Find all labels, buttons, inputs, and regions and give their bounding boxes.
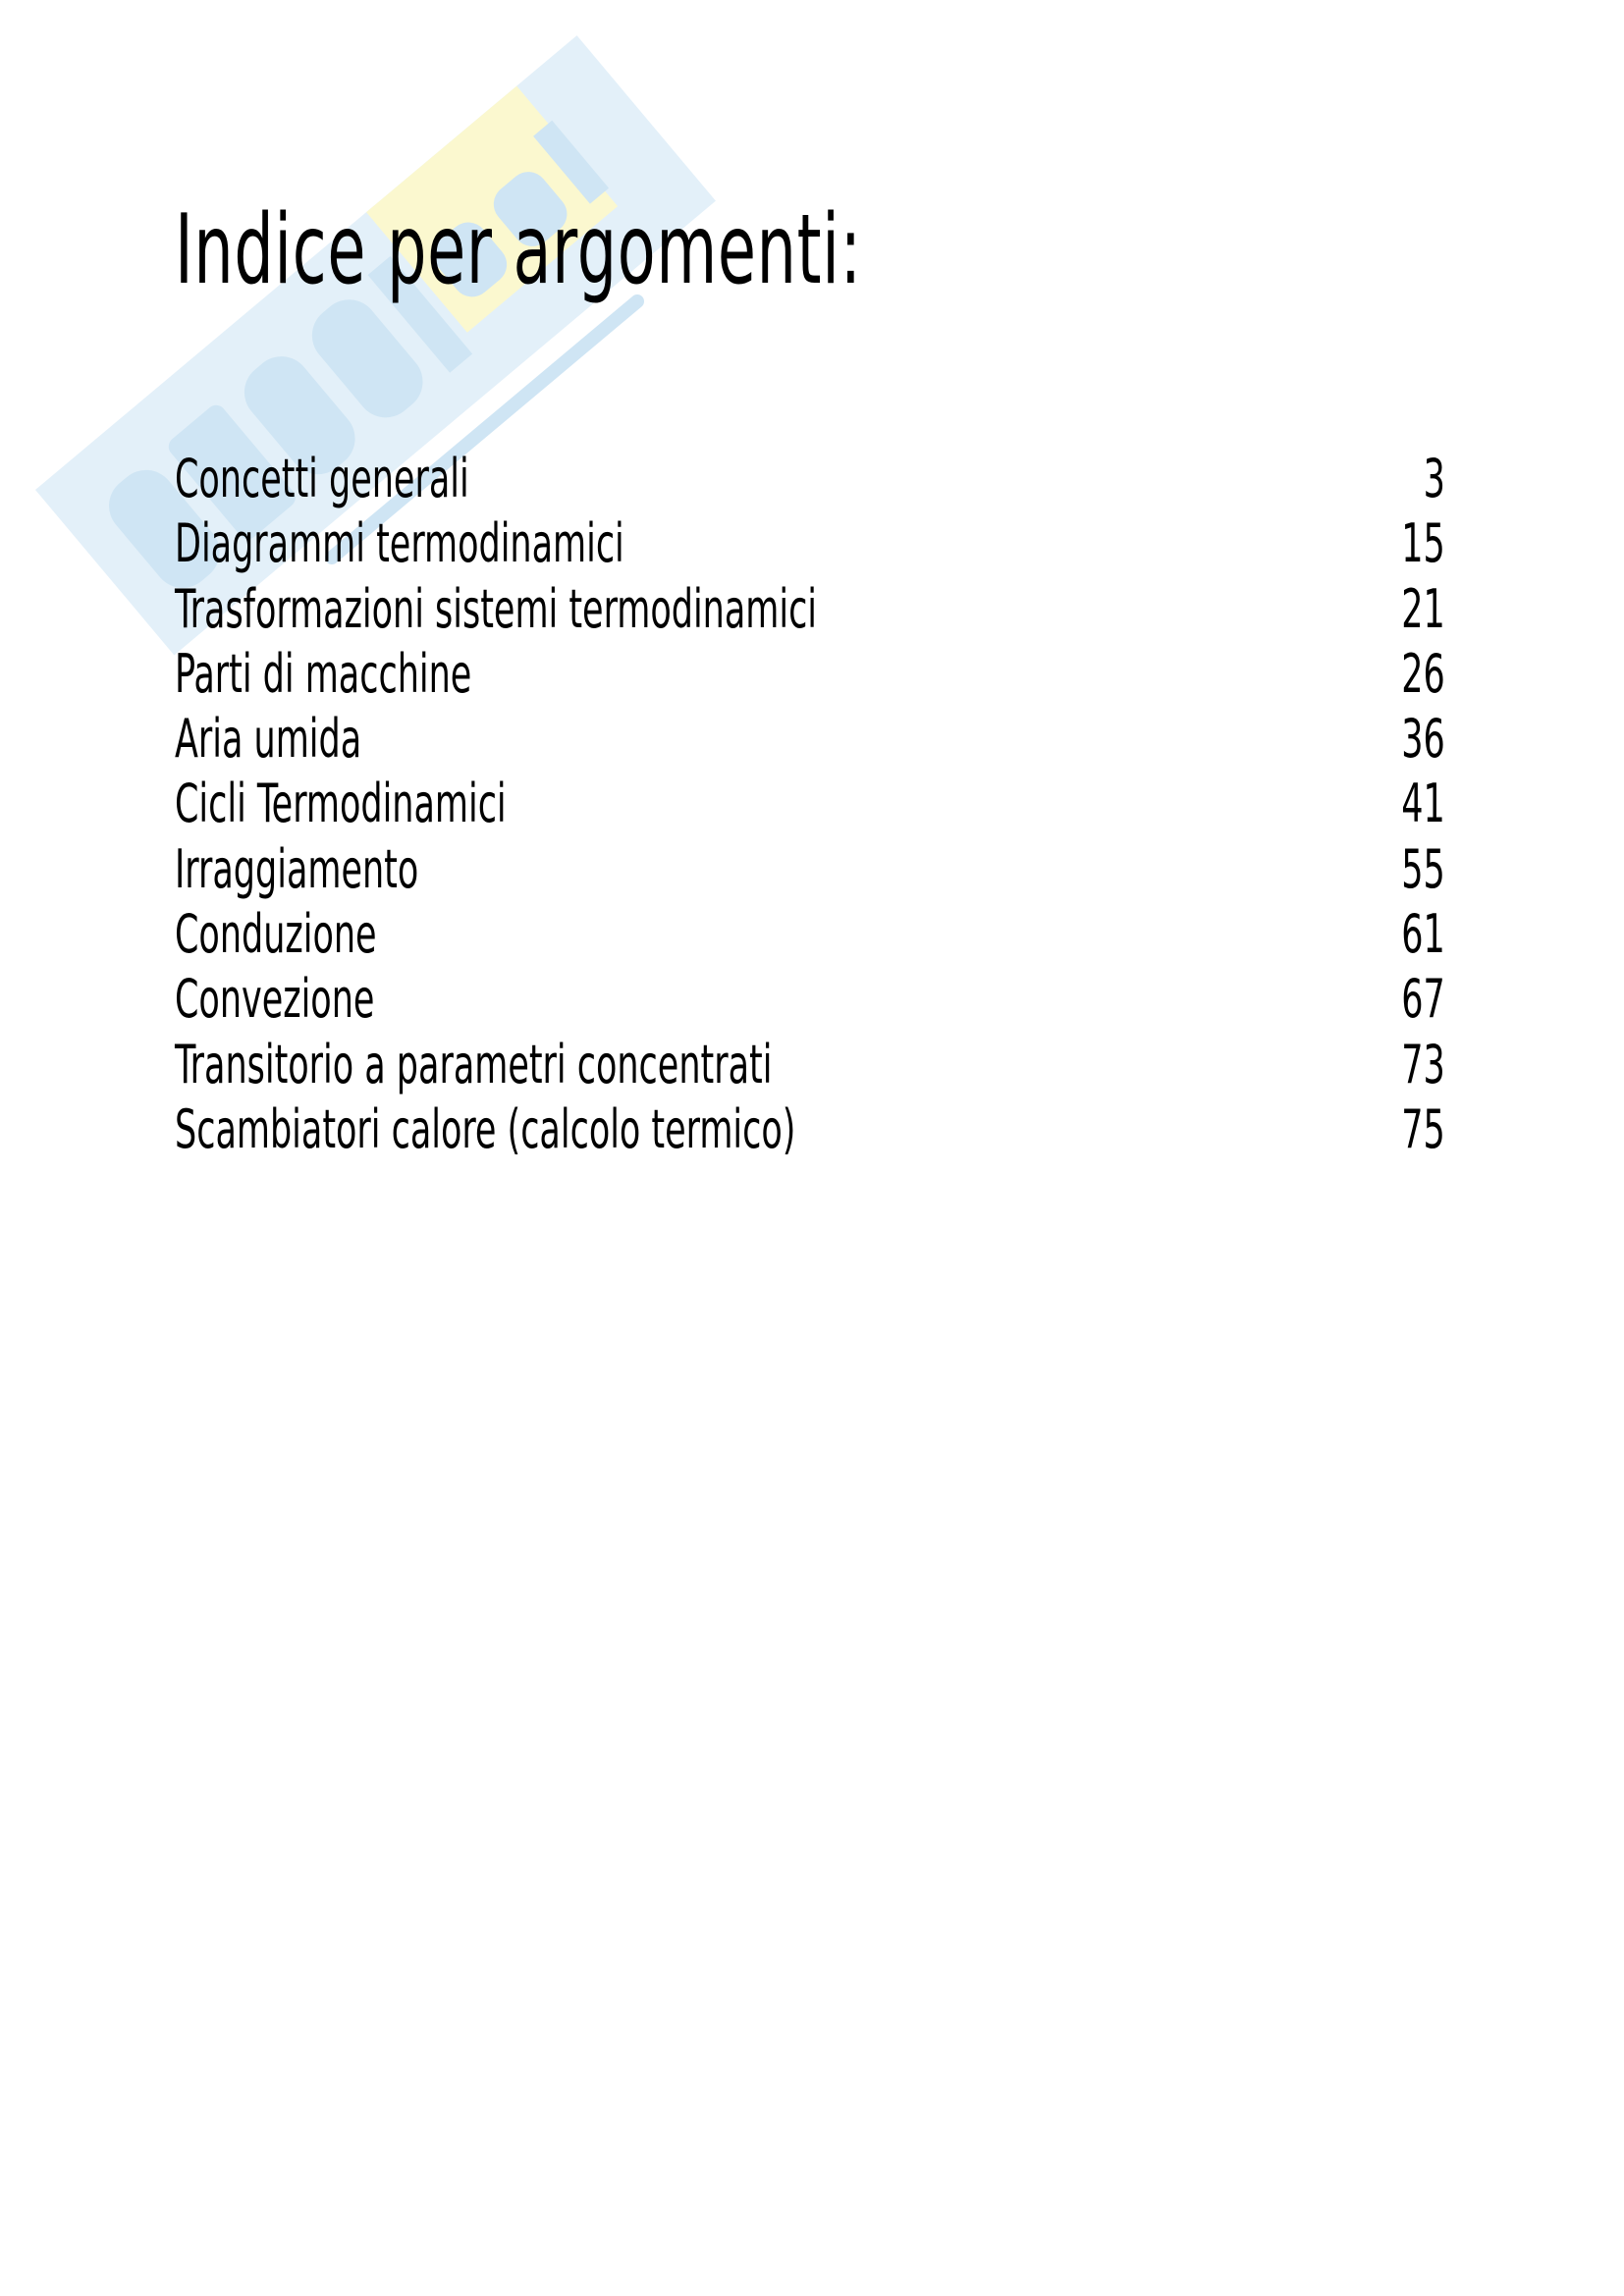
toc-entry-label: Parti di macchine	[175, 642, 472, 705]
toc-entry[interactable]: Cicli Termodinamici 41	[175, 772, 1445, 836]
table-of-contents: Concetti generali 3 Diagrammi termodinami…	[175, 447, 1445, 1162]
toc-entry[interactable]: Scambiatori calore (calcolo termico) 75	[175, 1097, 1445, 1162]
toc-entry[interactable]: Conduzione 61	[175, 902, 1445, 967]
toc-entry-page: 36	[1401, 708, 1445, 771]
toc-entry-page: 55	[1401, 837, 1445, 900]
toc-entry-page: 75	[1401, 1097, 1445, 1160]
toc-entry-page: 15	[1401, 512, 1445, 575]
toc-entry-label: Cicli Termodinamici	[175, 773, 507, 835]
toc-entry[interactable]: Aria umida 36	[175, 707, 1445, 772]
toc-entry[interactable]: Diagrammi termodinamici 15	[175, 511, 1445, 576]
toc-entry[interactable]: Concetti generali 3	[175, 447, 1445, 511]
toc-entry-label: Conduzione	[175, 903, 377, 966]
toc-entry[interactable]: Trasformazioni sistemi termodinamici 21	[175, 577, 1445, 642]
toc-entry-label: Transitorio a parametri concentrati	[175, 1033, 773, 1095]
toc-entry-label: Concetti generali	[175, 448, 469, 509]
toc-entry-label: Diagrammi termodinamici	[175, 512, 624, 575]
toc-entry[interactable]: Irraggiamento 55	[175, 837, 1445, 902]
toc-entry-label: Scambiatori calore (calcolo termico)	[175, 1097, 796, 1160]
toc-entry[interactable]: Convezione 67	[175, 967, 1445, 1032]
toc-entry-page: 3	[1423, 448, 1445, 509]
toc-entry[interactable]: Parti di macchine 26	[175, 642, 1445, 707]
page-title: Indice per argomenti:	[175, 194, 862, 306]
toc-entry-label: Aria umida	[175, 708, 362, 771]
toc-entry-page: 21	[1401, 577, 1445, 640]
toc-entry-page: 73	[1401, 1033, 1445, 1095]
toc-entry-page: 67	[1401, 968, 1445, 1031]
toc-entry-page: 61	[1401, 903, 1445, 966]
toc-entry[interactable]: Transitorio a parametri concentrati 73	[175, 1033, 1445, 1097]
skuola-watermark-logo	[34, 35, 716, 656]
toc-entry-label: Convezione	[175, 968, 375, 1031]
toc-entry-label: Irraggiamento	[175, 837, 419, 900]
toc-entry-label: Trasformazioni sistemi termodinamici	[175, 577, 818, 640]
toc-entry-page: 26	[1401, 642, 1445, 705]
toc-entry-page: 41	[1401, 773, 1445, 835]
